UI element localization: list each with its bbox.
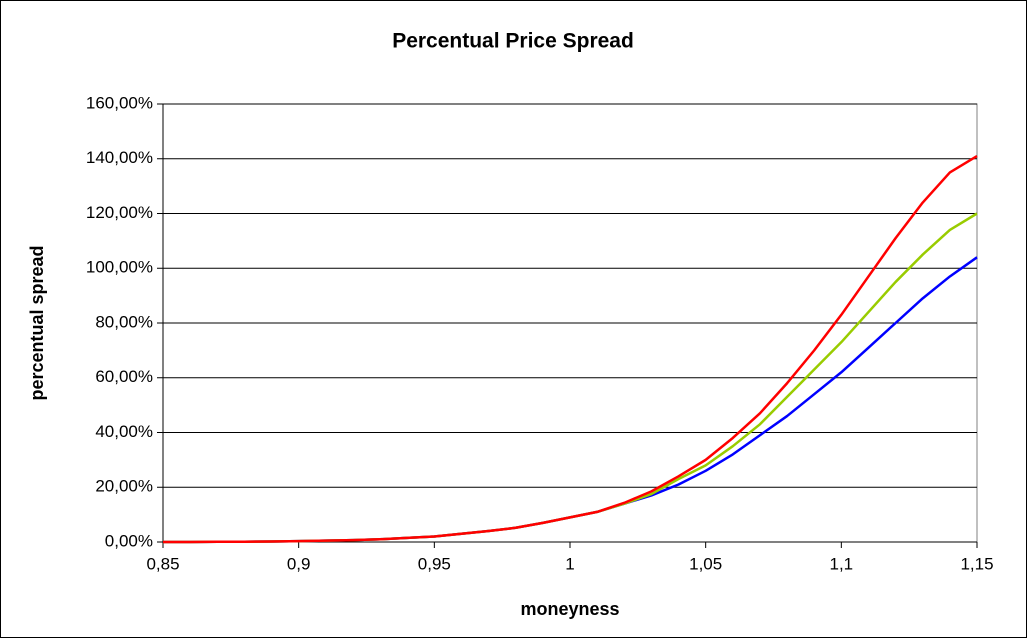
y-tick-label: 40,00% [95, 422, 153, 441]
x-tick-label: 1 [565, 554, 574, 573]
y-tick-label: 120,00% [86, 203, 153, 222]
y-tick-label: 80,00% [95, 312, 153, 331]
chart-title: Percentual Price Spread [392, 30, 634, 53]
y-tick-label: 140,00% [86, 148, 153, 167]
x-tick-label: 1,15 [960, 554, 993, 573]
y-axis-title: percentual spread [27, 245, 47, 400]
x-axis-title: moneyness [520, 599, 619, 619]
x-tick-label: 1,05 [689, 554, 722, 573]
y-tick-label: 0,00% [105, 531, 153, 550]
y-tick-label: 100,00% [86, 258, 153, 277]
x-tick-label: 0,95 [418, 554, 451, 573]
y-tick-label: 60,00% [95, 367, 153, 386]
x-tick-label: 0,9 [287, 554, 311, 573]
x-tick-label: 1,1 [830, 554, 854, 573]
series-line [163, 154, 978, 544]
y-tick-label: 20,00% [95, 477, 153, 496]
y-tick-label: 160,00% [86, 93, 153, 112]
x-tick-label: 0,85 [146, 554, 179, 573]
